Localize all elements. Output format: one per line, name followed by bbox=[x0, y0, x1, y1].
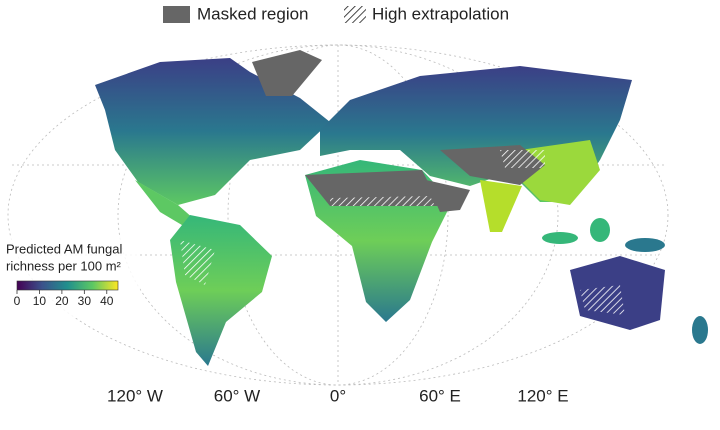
longitude-label: 0° bbox=[330, 386, 346, 405]
colorbar-tick-label: 30 bbox=[78, 294, 92, 308]
colorbar-tick-label: 20 bbox=[55, 294, 69, 308]
colorbar-tick-label: 0 bbox=[14, 294, 21, 308]
masked-swatch bbox=[163, 6, 190, 23]
longitude-label: 120° E bbox=[517, 386, 568, 405]
colorbar bbox=[16, 280, 119, 291]
land bbox=[95, 50, 708, 366]
longitude-label: 120° W bbox=[107, 386, 163, 405]
hatch-swatch bbox=[344, 6, 366, 23]
colorbar-title: Predicted AM fungal bbox=[6, 241, 122, 256]
colorbar-bg bbox=[0, 236, 140, 318]
colorbar-tick-label: 40 bbox=[100, 294, 114, 308]
longitude-label: 60° W bbox=[214, 386, 260, 405]
legend-label: Masked region bbox=[197, 4, 309, 23]
colorbar-title: richness per 100 m² bbox=[6, 258, 122, 273]
longitude-label: 60° E bbox=[419, 386, 461, 405]
legend-label: High extrapolation bbox=[372, 4, 509, 23]
colorbar-tick-label: 10 bbox=[33, 294, 47, 308]
